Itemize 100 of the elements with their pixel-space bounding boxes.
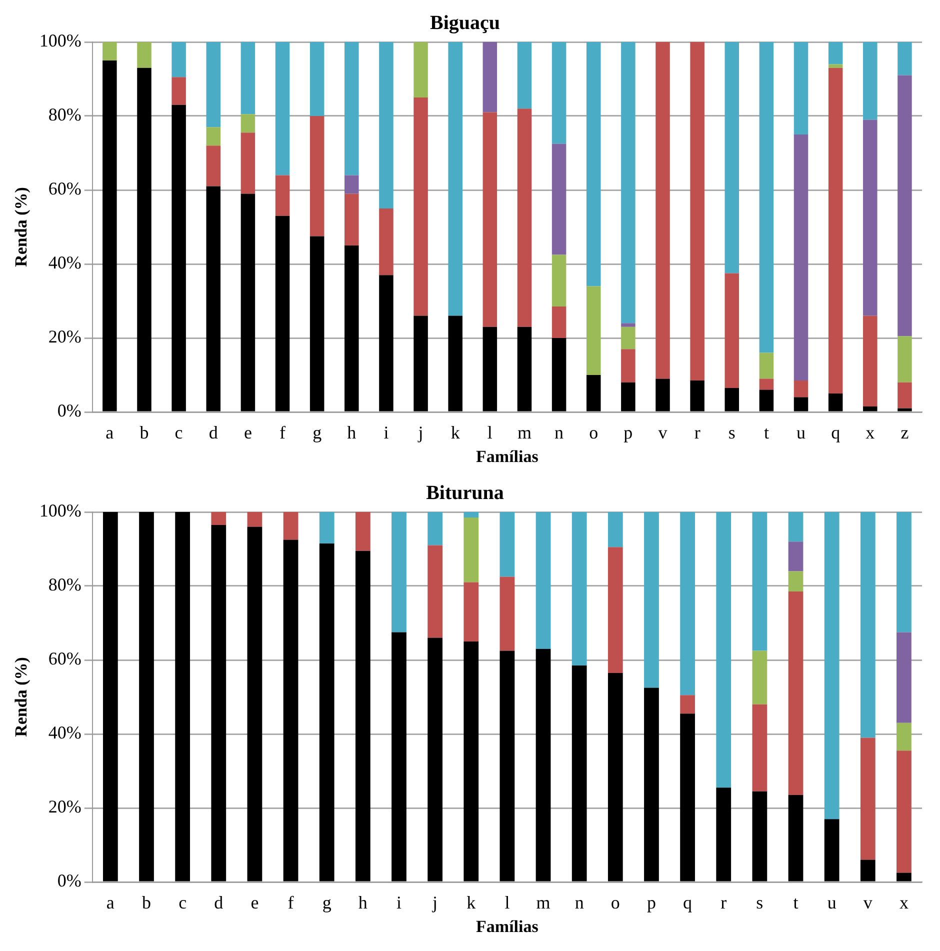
bar [828,42,843,64]
bar [102,512,118,882]
y-tick-label: 40% [48,252,82,273]
bar [428,638,442,882]
bar [896,512,912,632]
y-axis-title: Renda (%) [12,657,31,737]
bar [414,42,428,98]
bar [448,42,462,316]
bar [898,42,912,76]
bar [896,750,912,873]
x-tick-label: b [140,422,149,443]
bar [240,114,256,133]
bar [586,286,601,375]
x-tick-label: f [288,892,294,913]
bar [716,788,732,882]
bar [759,378,774,390]
x-tick-label: s [728,422,736,443]
x-tick-label: l [487,422,492,443]
bar [355,512,370,551]
bar [896,632,912,723]
bar [759,42,774,353]
bar [724,42,740,274]
x-tick-label: h [347,422,356,443]
bar [175,512,190,882]
bar [572,666,587,882]
bar [482,42,498,112]
x-tick-label: v [863,892,872,913]
bar [517,326,532,412]
x-tick-label: k [466,892,476,913]
bar [788,571,804,592]
bar [206,127,221,146]
x-tick-label: x [899,892,908,913]
y-tick-label: 80% [48,574,82,595]
x-tick-label: p [624,422,633,443]
bar [788,512,804,542]
bar [172,42,186,78]
bar [139,512,154,882]
bar [680,714,695,882]
y-tick-label: 60% [48,648,82,669]
bar [464,582,479,642]
bar [828,394,843,412]
bar [716,512,732,788]
bar [586,42,601,286]
bar [517,108,532,327]
y-tick-label: 0% [57,870,82,891]
bar [536,512,551,649]
bar [344,194,359,246]
bar [211,524,226,882]
bar [310,116,324,236]
bar [794,397,808,412]
bar [608,512,623,548]
x-tick-label: m [536,892,550,913]
x-tick-label: i [384,422,389,443]
bar [206,42,221,128]
x-tick-label: t [764,422,769,443]
x-tick-label: p [646,892,656,913]
bar [690,42,704,381]
bar [247,512,262,527]
y-tick-label: 20% [48,326,82,347]
x-tick-label: x [866,422,875,443]
bar [379,42,394,208]
y-tick-label: 0% [57,400,82,421]
bar [824,512,840,820]
bar [283,540,298,882]
x-tick-label: d [208,422,218,443]
x-tick-label: j [417,422,424,443]
bar [211,512,226,525]
bar [863,42,878,120]
bar [860,860,876,882]
bar [247,526,262,882]
bar [863,316,878,406]
bar [414,316,428,412]
bar [428,545,442,638]
bar [319,543,334,882]
bar [586,375,601,412]
bar [355,550,370,882]
bar [863,120,878,316]
bar [824,819,840,882]
x-tick-label: e [244,422,252,443]
x-tick-label: d [214,892,224,913]
bar [621,349,636,382]
bar [344,175,359,194]
x-tick-label: q [831,422,840,443]
y-tick-label: 20% [48,796,82,817]
bar [206,186,221,412]
bar [310,236,324,412]
bar [464,518,479,582]
bar [759,352,774,379]
x-tick-label: o [610,892,620,913]
bar [680,695,695,714]
x-tick-label: r [720,892,727,913]
x-tick-label: i [396,892,402,913]
x-tick-label: s [756,892,764,913]
bar [656,378,670,412]
bar [482,112,498,327]
x-tick-label: e [250,892,259,913]
bar [240,194,256,412]
bar [275,175,290,216]
x-tick-label: o [589,422,598,443]
x-axis-title: Famílias [476,447,539,466]
